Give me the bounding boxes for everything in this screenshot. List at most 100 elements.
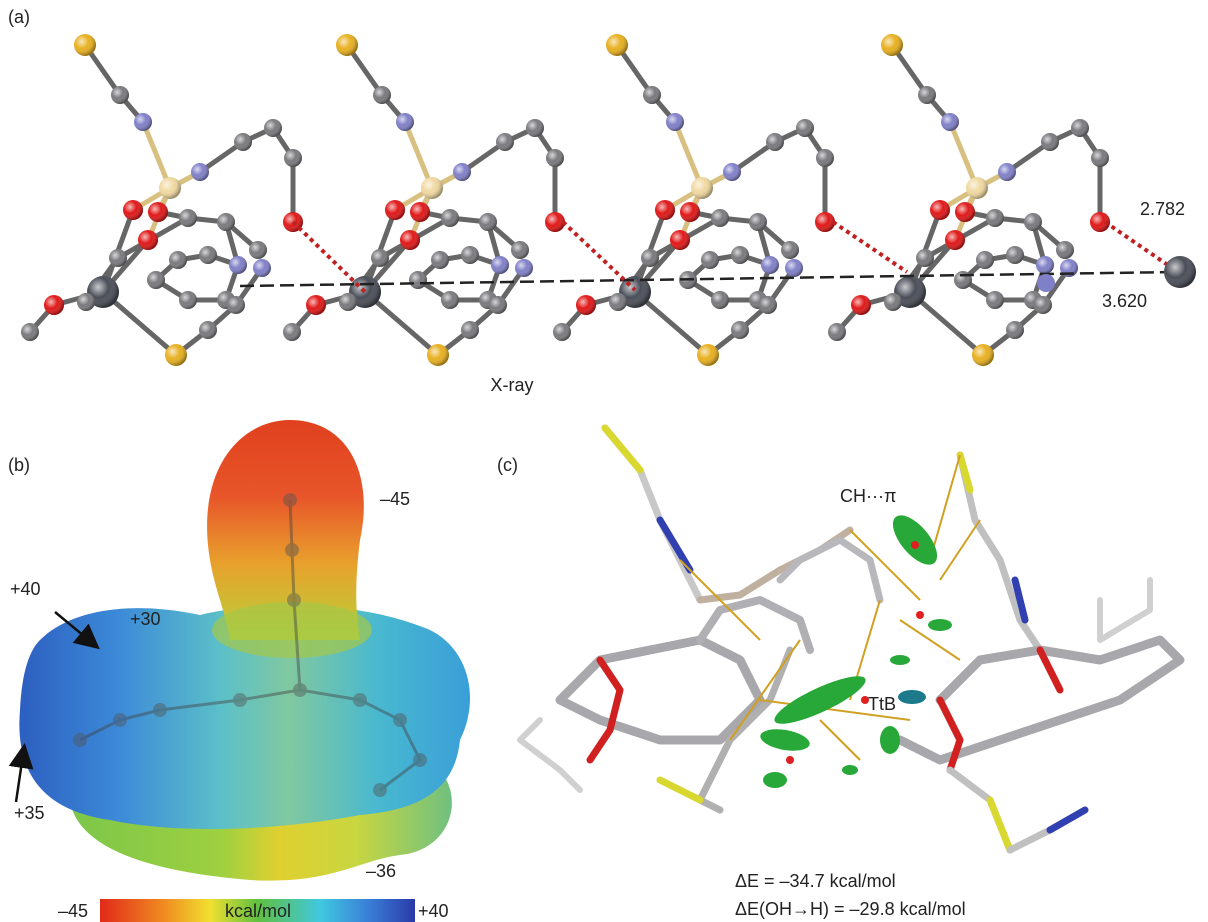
atom-shade (1041, 133, 1059, 151)
interaction-label: TtB (868, 694, 896, 714)
figure: (a) 2.782 3.620 X-ray (b) –45 +40 +30 +3… (0, 0, 1208, 922)
atom-shade (916, 249, 934, 267)
atom-shade (954, 271, 972, 289)
atom-shade (955, 202, 975, 222)
nci-surface (770, 668, 871, 732)
interaction-path (820, 720, 860, 760)
atom-shade (1091, 149, 1109, 167)
atom-shade (731, 321, 749, 339)
panel-a (21, 34, 1196, 366)
atom-shade (199, 321, 217, 339)
atom-shade (545, 212, 565, 232)
surface-value: –45 (380, 489, 410, 509)
distance-label: 2.782 (1140, 199, 1185, 219)
atom-shade (148, 202, 168, 222)
atom-shade (781, 241, 799, 259)
atom-shade (491, 256, 509, 274)
atom-shade (641, 249, 659, 267)
atom-shade (227, 296, 245, 314)
stick (605, 428, 640, 470)
atom-shade (134, 113, 152, 131)
atom-shade (1056, 241, 1074, 259)
atom-shade (385, 200, 405, 220)
atom-shade (1006, 321, 1024, 339)
critical-point (786, 756, 794, 764)
atom-shade (396, 113, 414, 131)
surface-value: +30 (130, 609, 161, 629)
atom-shade (496, 133, 514, 151)
atom-shade (643, 86, 661, 104)
atom-shade (711, 209, 729, 227)
molecule-unit (828, 34, 1110, 366)
atom-shade (986, 291, 1004, 309)
atom-shade (479, 213, 497, 231)
atom-shade (461, 246, 479, 264)
stick (1100, 580, 1150, 640)
distance-label: 3.620 (1102, 291, 1147, 311)
atom-shade (217, 213, 235, 231)
atom-shade (945, 230, 965, 250)
atom-shade (511, 241, 529, 259)
atom-shade (264, 119, 282, 137)
atom-shade (1034, 296, 1052, 314)
molecule-unit (21, 34, 303, 366)
atom-shade (576, 295, 596, 315)
atom-shade (731, 246, 749, 264)
atom-shade (373, 86, 391, 104)
caption: X-ray (490, 375, 533, 395)
atom-shade (339, 293, 357, 311)
stick (700, 600, 810, 650)
molecule-unit (283, 34, 565, 366)
atom-shade (546, 149, 564, 167)
atom-shade (249, 241, 267, 259)
atom-shade (336, 34, 358, 56)
atom-shade (966, 177, 988, 199)
atom-shade (701, 251, 719, 269)
atom-shade (159, 177, 181, 199)
interaction-label: CH···π (840, 486, 896, 506)
atom-shade (1036, 256, 1054, 274)
atom-shade (461, 321, 479, 339)
atom-shade (371, 249, 389, 267)
atom-shade (147, 271, 165, 289)
stick (590, 660, 620, 760)
atom-shade (609, 293, 627, 311)
energy-label: ΔE(OH→H) = –29.8 kcal/mol (735, 899, 966, 919)
atom-shade (410, 202, 430, 222)
interaction-path (930, 455, 960, 560)
atom-shade (998, 163, 1016, 181)
atom-shade (74, 34, 96, 56)
atom-shade (283, 323, 301, 341)
panel-label: (b) (8, 455, 30, 475)
atom-shade (111, 86, 129, 104)
atom-shade (930, 200, 950, 220)
atom-shade (680, 202, 700, 222)
atom-shade (972, 344, 994, 366)
surface-value: +40 (10, 579, 41, 599)
atom-shade (759, 296, 777, 314)
atom-shade (606, 34, 628, 56)
panel-label: (a) (8, 7, 30, 27)
color-bar-unit: kcal/mol (225, 901, 291, 921)
atom-shade (515, 259, 533, 277)
stick (605, 428, 700, 600)
atom-shade (796, 119, 814, 137)
atom-shade (21, 323, 39, 341)
atom-shade (670, 230, 690, 250)
atom-shade (179, 291, 197, 309)
critical-point (911, 541, 919, 549)
atom-shade (1071, 119, 1089, 137)
atom-shade (816, 149, 834, 167)
nci-surface (880, 726, 900, 754)
color-bar-max: +40 (418, 901, 449, 921)
body: (a) 2.782 3.620 X-ray (b) –45 +40 +30 +3… (0, 0, 1208, 922)
atom-shade (409, 271, 427, 289)
nci-surface (890, 655, 910, 665)
atom-shade (918, 86, 936, 104)
arrow (16, 748, 24, 802)
atom-shade (697, 344, 719, 366)
atom-shade (234, 133, 252, 151)
color-bar-min: –45 (58, 901, 88, 921)
energy-label: ΔE = –34.7 kcal/mol (735, 871, 896, 891)
atom-shade (723, 163, 741, 181)
